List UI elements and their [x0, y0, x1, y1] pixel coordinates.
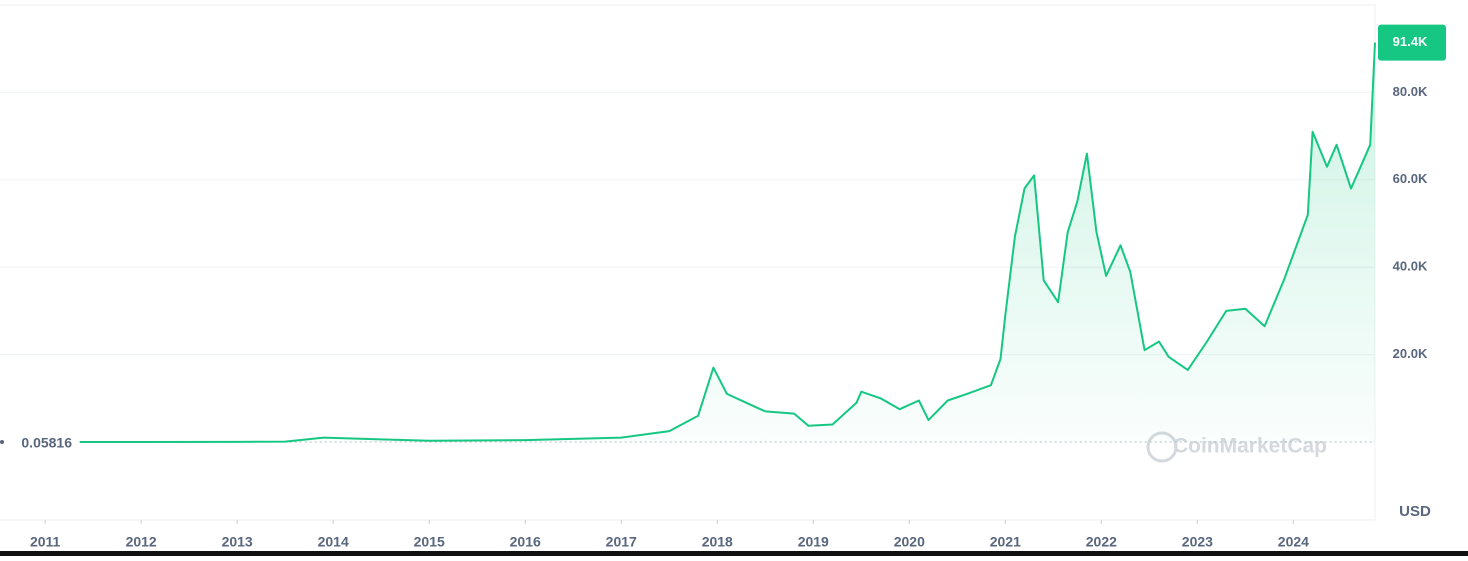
x-tick-label: 2022 [1086, 534, 1117, 550]
x-tick-label: 2011 [30, 534, 61, 550]
x-tick-label: 2024 [1278, 534, 1309, 550]
price-badge-label: 91.4K [1393, 34, 1428, 49]
x-tick-label: 2017 [606, 534, 637, 550]
x-tick-label: 2012 [126, 534, 157, 550]
x-tick-label: 2014 [318, 534, 349, 550]
y-tick-label: 40.0K [1393, 259, 1428, 274]
price-badge [1378, 24, 1446, 61]
x-tick-label: 2018 [702, 534, 733, 550]
y-tick-label: 60.0K [1393, 171, 1428, 186]
x-tick-label: 2023 [1182, 534, 1213, 550]
x-tick-label: 2019 [798, 534, 829, 550]
x-tick-label: 2016 [510, 534, 541, 550]
price-line [79, 42, 1376, 443]
y-tick-label: 80.0K [1393, 84, 1428, 99]
currency-label: USD [1399, 503, 1431, 520]
start-marker [0, 439, 4, 444]
start-value-label: 0.05816 [21, 435, 72, 451]
x-tick-label: 2013 [222, 534, 253, 550]
y-tick-label: 20.0K [1393, 346, 1428, 361]
screen-edge [0, 551, 1468, 556]
x-tick-label: 2015 [414, 534, 445, 550]
area-fill [79, 42, 1375, 442]
x-tick-label: 2020 [894, 534, 925, 550]
x-tick-label: 2021 [990, 534, 1021, 550]
